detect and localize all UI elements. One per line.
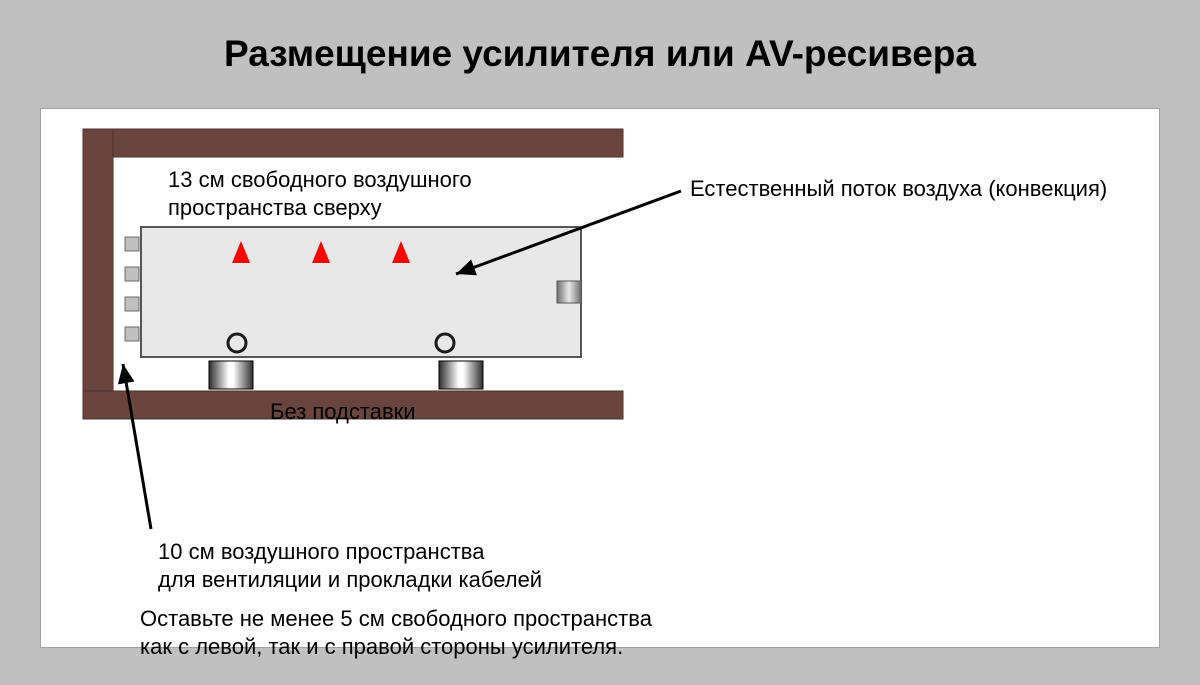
label-convection: Естественный поток воздуха (конвекция) (690, 175, 1107, 203)
page-title: Размещение усилителя или AV-ресивера (0, 33, 1200, 75)
label-no-mat: Без подставки (270, 398, 416, 426)
label-back-space: 10 см воздушного пространства для вентил… (158, 538, 542, 593)
device-foot-1 (439, 361, 483, 389)
label-side-space: Оставьте не менее 5 см свободного простр… (140, 605, 652, 660)
shelf-top (83, 129, 623, 157)
rear-port-1 (125, 267, 139, 281)
callout-arrowhead-back_space (118, 364, 135, 384)
side-jack (557, 281, 581, 303)
rear-port-3 (125, 327, 139, 341)
shelf-left (83, 129, 113, 419)
label-top-space: 13 см свободного воздушного пространства… (168, 166, 472, 221)
rear-port-0 (125, 237, 139, 251)
callout-line-back_space (123, 364, 151, 529)
amplifier-body (141, 227, 581, 357)
rear-port-2 (125, 297, 139, 311)
device-foot-0 (209, 361, 253, 389)
